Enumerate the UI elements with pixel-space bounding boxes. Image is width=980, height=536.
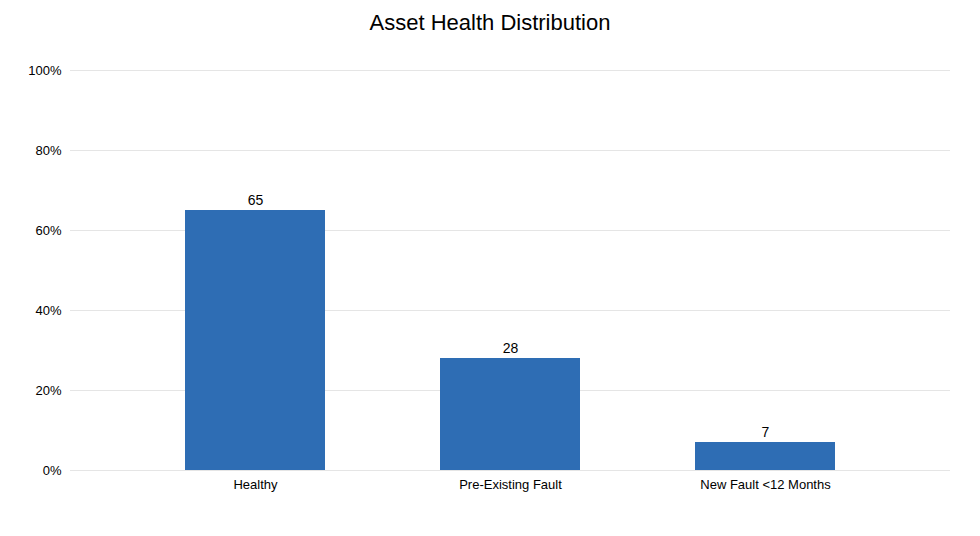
svg-text:Healthy: Healthy (233, 477, 278, 492)
html-text:Asset Health Distribution: Asset Health Distribution (369, 10, 611, 35)
svg-text:New Fault <12 Months: New Fault <12 Months (700, 477, 831, 492)
svg-text:65: 65 (248, 192, 264, 208)
svg-text:40%: 40% (35, 303, 61, 318)
svg-text:0%: 0% (43, 463, 62, 478)
svg-text:Pre-Existing Fault: Pre-Existing Fault (459, 477, 562, 492)
svg-text:28: 28 (503, 340, 519, 356)
svg-text:100%: 100% (28, 63, 62, 78)
svg-text:60%: 60% (35, 223, 61, 238)
svg-text:7: 7 (762, 424, 770, 440)
svg-text:80%: 80% (35, 143, 61, 158)
svg-text:20%: 20% (35, 383, 61, 398)
